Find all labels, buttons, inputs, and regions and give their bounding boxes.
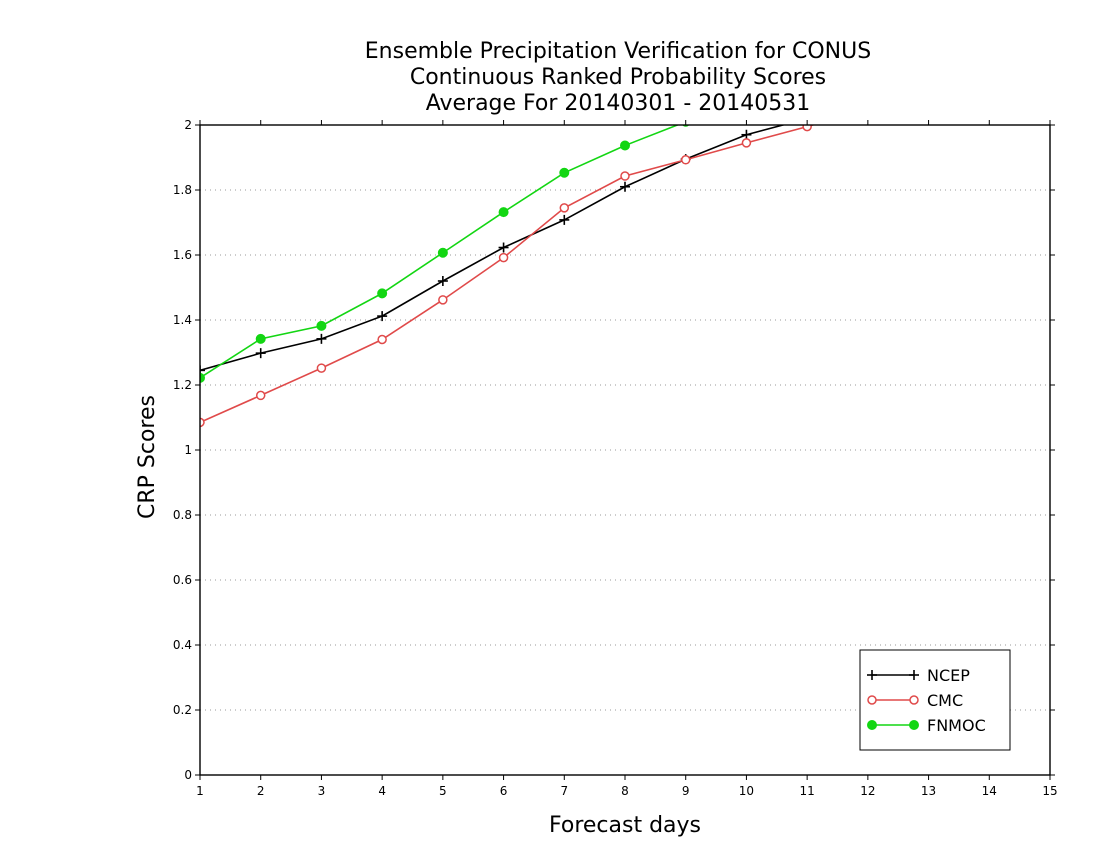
y-tick-label: 0.8 <box>173 508 192 522</box>
x-tick-label: 10 <box>739 784 754 798</box>
legend-label-fnmoc: FNMOC <box>927 716 986 735</box>
x-tick-label: 9 <box>682 784 690 798</box>
data-point-ncep <box>1045 45 1055 55</box>
data-point-fnmoc <box>1046 10 1055 19</box>
x-tick-label: 7 <box>560 784 568 798</box>
data-point-cmc <box>802 125 812 132</box>
y-tick-label: 0 <box>184 768 192 782</box>
y-tick-label: 0.2 <box>173 703 192 717</box>
y-tick-label: 2 <box>184 118 192 132</box>
data-point-ncep <box>863 94 873 104</box>
y-tick-label: 1.2 <box>173 378 192 392</box>
x-tick-label: 15 <box>1042 784 1057 798</box>
data-point-cmc <box>1046 56 1054 64</box>
data-point-ncep <box>741 129 752 140</box>
data-point-ncep <box>255 348 266 359</box>
data-point-cmc <box>438 295 448 305</box>
x-tick-label: 14 <box>982 784 997 798</box>
data-point-fnmoc <box>498 207 509 218</box>
legend-marker-ncep <box>867 670 877 680</box>
data-point-cmc <box>620 171 630 181</box>
data-point-cmc <box>864 105 872 113</box>
y-tick-label: 1 <box>184 443 192 457</box>
x-tick-label: 13 <box>921 784 936 798</box>
x-tick-label: 11 <box>800 784 815 798</box>
x-tick-label: 1 <box>196 784 204 798</box>
data-point-fnmoc <box>316 320 327 331</box>
data-point-fnmoc <box>437 247 448 258</box>
data-point-ncep <box>437 276 448 286</box>
tick-layer: 00.20.40.60.811.21.41.61.821 2 3 4 5 6 7 8 9 10 11… <box>173 118 1058 798</box>
legend: NCEP CMC FNMOC <box>859 649 1011 751</box>
y-tick-label: 1.4 <box>173 313 192 327</box>
data-point-cmc <box>316 363 327 373</box>
legend-marker-fnmoc <box>909 720 919 730</box>
legend-marker-cmc <box>909 695 919 705</box>
data-point-ncep <box>377 311 388 322</box>
chart-title-line-2: Continuous Ranked Probability Scores <box>410 65 826 90</box>
legend-label-ncep: NCEP <box>927 666 970 685</box>
data-point-ncep <box>620 181 630 192</box>
series-fnmoc <box>200 10 1055 383</box>
data-point-fnmoc <box>377 288 388 299</box>
data-point-fnmoc <box>200 372 205 383</box>
series-layer <box>200 10 1055 428</box>
data-point-ncep <box>498 242 509 253</box>
data-point-fnmoc <box>559 167 570 178</box>
y-tick-label: 0.4 <box>173 638 192 652</box>
data-point-cmc <box>985 72 993 80</box>
data-point-cmc <box>559 203 570 213</box>
legend-marker-fnmoc <box>867 720 877 730</box>
series-ncep <box>200 45 1055 376</box>
y-tick-label: 1.8 <box>173 183 192 197</box>
x-tick-label: 5 <box>439 784 447 798</box>
legend-marker-cmc <box>867 695 877 705</box>
chart-title-line-3: Average For 20140301 - 20140531 <box>426 91 811 116</box>
x-tick-label: 4 <box>378 784 386 798</box>
data-point-fnmoc <box>985 26 994 35</box>
x-tick-label: 3 <box>318 784 326 798</box>
data-point-cmc <box>498 252 509 263</box>
data-point-ncep <box>924 78 934 88</box>
data-point-ncep <box>200 365 205 376</box>
data-point-ncep <box>984 62 994 72</box>
legend-marker-ncep <box>909 670 919 680</box>
x-tick-label: 8 <box>621 784 629 798</box>
data-point-ncep <box>559 214 570 225</box>
x-tick-label: 2 <box>257 784 265 798</box>
data-point-cmc <box>377 334 387 345</box>
chart-title-line-1: Ensemble Precipitation Verification for … <box>365 39 871 64</box>
x-tick-label: 6 <box>500 784 508 798</box>
data-point-fnmoc <box>620 140 630 151</box>
x-axis-label: Forecast days <box>549 813 701 838</box>
data-point-cmc <box>925 89 933 97</box>
y-axis-label: CRP Scores <box>135 395 160 519</box>
y-tick-label: 0.6 <box>173 573 192 587</box>
y-tick-label: 1.6 <box>173 248 192 262</box>
x-tick-label: 12 <box>860 784 875 798</box>
data-point-cmc <box>741 138 752 148</box>
data-point-fnmoc <box>255 333 266 344</box>
legend-label-cmc: CMC <box>927 691 963 710</box>
data-point-cmc <box>200 417 205 428</box>
series-cmc <box>200 56 1054 428</box>
data-point-cmc <box>255 390 266 401</box>
data-point-cmc <box>680 155 691 165</box>
grid-layer <box>200 189 1050 711</box>
data-point-fnmoc <box>924 43 933 52</box>
data-point-ncep <box>316 333 327 344</box>
